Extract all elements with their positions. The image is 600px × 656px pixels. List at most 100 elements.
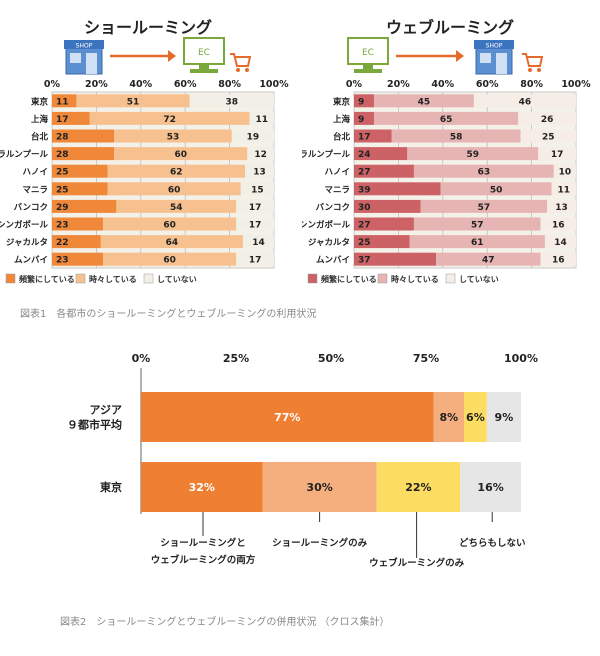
bar-segment — [547, 199, 576, 213]
ec-monitor-icon: EC — [347, 37, 389, 73]
data-label: 13 — [253, 168, 266, 178]
bar-segment — [544, 235, 576, 249]
bar-segment — [52, 252, 104, 266]
figure2-caption: 図表2 ショールーミングとウェブルーミングの併用状況 （クロス集計） — [60, 617, 390, 628]
bar-segment — [538, 147, 576, 161]
bar-segment — [407, 147, 539, 161]
callout-label: ショールーミングと — [160, 537, 246, 549]
category-label: ９都市平均 — [67, 418, 122, 432]
shop-icon: SHOP — [64, 40, 104, 75]
ec-monitor-icon: EC — [183, 37, 225, 73]
data-label: 22 — [56, 238, 69, 248]
data-label: 14 — [252, 238, 265, 248]
category-label: 東京 — [31, 96, 49, 107]
data-label: 62 — [170, 168, 183, 178]
data-label: 30 — [358, 203, 371, 213]
monitor-base — [354, 69, 382, 73]
shop-window — [70, 53, 81, 63]
cart-wheel — [537, 68, 541, 72]
callout-label: ショールーミングのみ — [272, 537, 368, 549]
bar-segment — [473, 94, 576, 108]
bar-segment — [433, 392, 464, 442]
monitor-stand — [199, 64, 209, 69]
legend-label: 時々している — [391, 274, 439, 284]
bar-segment — [52, 129, 115, 143]
bar-segment — [231, 129, 274, 143]
legend-swatch — [307, 273, 318, 284]
bar-segment — [242, 235, 274, 249]
bar-segment — [540, 217, 576, 231]
category-label: バンコク — [14, 202, 48, 213]
category-label: ムンバイ — [316, 255, 350, 266]
bar-segment — [236, 199, 274, 213]
bar-segment — [354, 252, 437, 266]
monitor-stand — [363, 64, 373, 69]
bar-segment — [460, 462, 521, 512]
data-label: 60 — [163, 256, 176, 266]
bar-segment — [249, 111, 274, 125]
category-label: ジャカルタ — [308, 237, 350, 248]
legend-swatch — [445, 273, 456, 284]
data-label: 65 — [440, 115, 453, 125]
data-label: 27 — [358, 221, 371, 231]
x-tick-label: 60% — [174, 79, 197, 90]
showrooming-flow-graphic: SHOP EC — [64, 37, 252, 75]
bar-segment — [262, 462, 377, 512]
legend-label: 時々している — [89, 274, 137, 284]
data-label: 9 — [358, 115, 364, 125]
bar-segment — [107, 182, 241, 196]
bar-segment — [247, 147, 274, 161]
cart-wheel — [528, 68, 532, 72]
legend-label: 頻繁にしている — [19, 274, 75, 284]
legend-swatch — [5, 273, 16, 284]
bar-segment — [103, 252, 237, 266]
data-label: 45 — [418, 97, 431, 107]
legend-swatch — [75, 273, 86, 284]
category-label: シンガポール — [302, 220, 350, 231]
data-label: 57 — [478, 203, 491, 213]
bar-segment — [236, 252, 274, 266]
bar-segment — [354, 111, 374, 125]
shop-roof — [64, 40, 104, 49]
legend-swatch — [143, 273, 154, 284]
data-label: 9 — [358, 97, 364, 107]
bar-segment — [52, 147, 115, 161]
monitor-base — [190, 69, 218, 73]
x-tick-label: 0% — [132, 352, 151, 365]
data-label: 15 — [251, 185, 264, 195]
data-label: 61 — [471, 238, 484, 248]
bar-segment — [52, 111, 90, 125]
data-label: 25 — [358, 238, 371, 248]
figure1-caption: 図表1 各都市のショールーミングとウェブルーミングの利用状況 — [20, 309, 317, 320]
data-label: 12 — [254, 150, 267, 160]
category-label: 東京 — [100, 480, 122, 494]
bar-segment — [89, 111, 250, 125]
data-label: 53 — [167, 133, 180, 143]
bar-segment — [76, 94, 190, 108]
category-label: シンガポール — [0, 220, 48, 231]
data-label: 6% — [466, 411, 485, 424]
legend-swatch — [377, 273, 388, 284]
data-label: 16% — [477, 481, 503, 494]
data-label: 25 — [56, 168, 69, 178]
data-label: 29 — [56, 203, 69, 213]
showrooming-panel: ショールーミング SHOP EC 0% 20% 40% 60% 80% 100% 東京 11 51… — [0, 0, 296, 296]
arrow-right-icon — [168, 50, 176, 62]
bar-segment — [236, 217, 274, 231]
bar-segment — [540, 252, 576, 266]
bar-segment — [141, 392, 434, 442]
bar-segment — [116, 199, 237, 213]
bar-segment — [354, 129, 392, 143]
shop-door — [86, 53, 97, 74]
bar-segment — [373, 111, 519, 125]
bar-segment — [520, 129, 576, 143]
x-tick-label: 80% — [218, 79, 241, 90]
data-label: 46 — [519, 97, 532, 107]
bar-segment — [52, 182, 108, 196]
category-label: アジア — [89, 404, 122, 417]
data-label: 64 — [166, 238, 179, 248]
callout-label: どちらもしない — [459, 537, 526, 549]
bar-segment — [52, 235, 101, 249]
data-label: 16 — [552, 221, 565, 231]
monitor-screen — [347, 37, 389, 65]
